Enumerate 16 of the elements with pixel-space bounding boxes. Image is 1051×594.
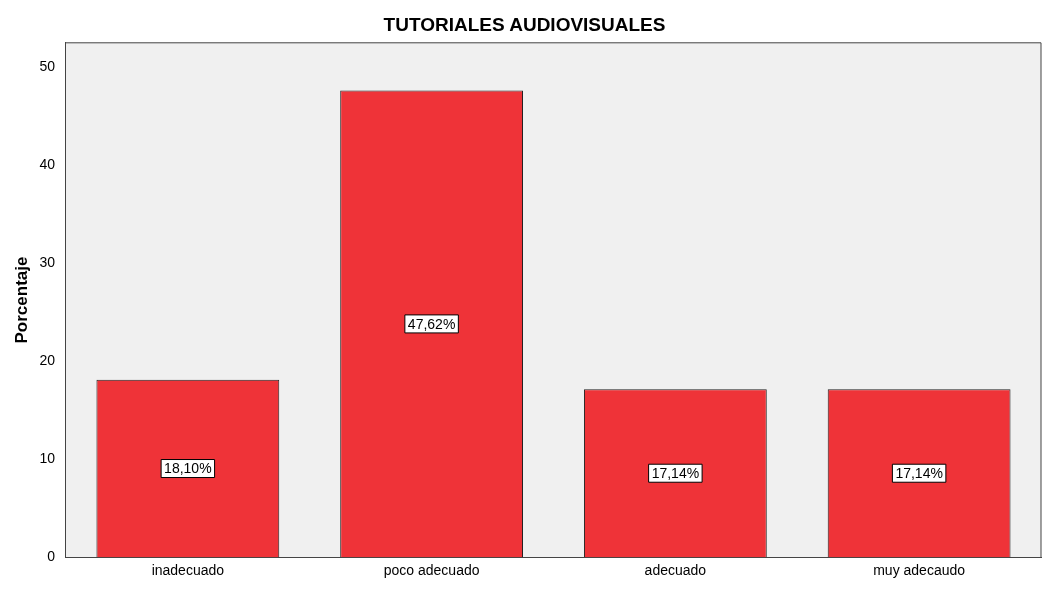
chart-title: TUTORIALES AUDIOVISUALES [383, 13, 666, 35]
x-tick-label: adecuado [644, 562, 707, 579]
y-tick-label: 10 [39, 450, 56, 467]
x-tick-label: poco adecuado [383, 562, 480, 579]
data-label: 47,62% [407, 315, 456, 332]
y-tick-label: 0 [47, 548, 56, 565]
y-tick-label: 40 [39, 156, 56, 173]
x-tick-label: inadecuado [151, 562, 225, 579]
data-label: 17,14% [651, 465, 700, 482]
y-tick-label: 20 [39, 352, 56, 369]
x-tick-label: muy adecaudo [873, 562, 966, 579]
y-tick-label: 50 [39, 58, 56, 75]
data-label: 18,10% [164, 460, 212, 477]
data-label: 17,14% [895, 465, 943, 482]
y-tick-label: 30 [39, 254, 56, 271]
y-axis-title: Porcentaje [11, 256, 31, 344]
